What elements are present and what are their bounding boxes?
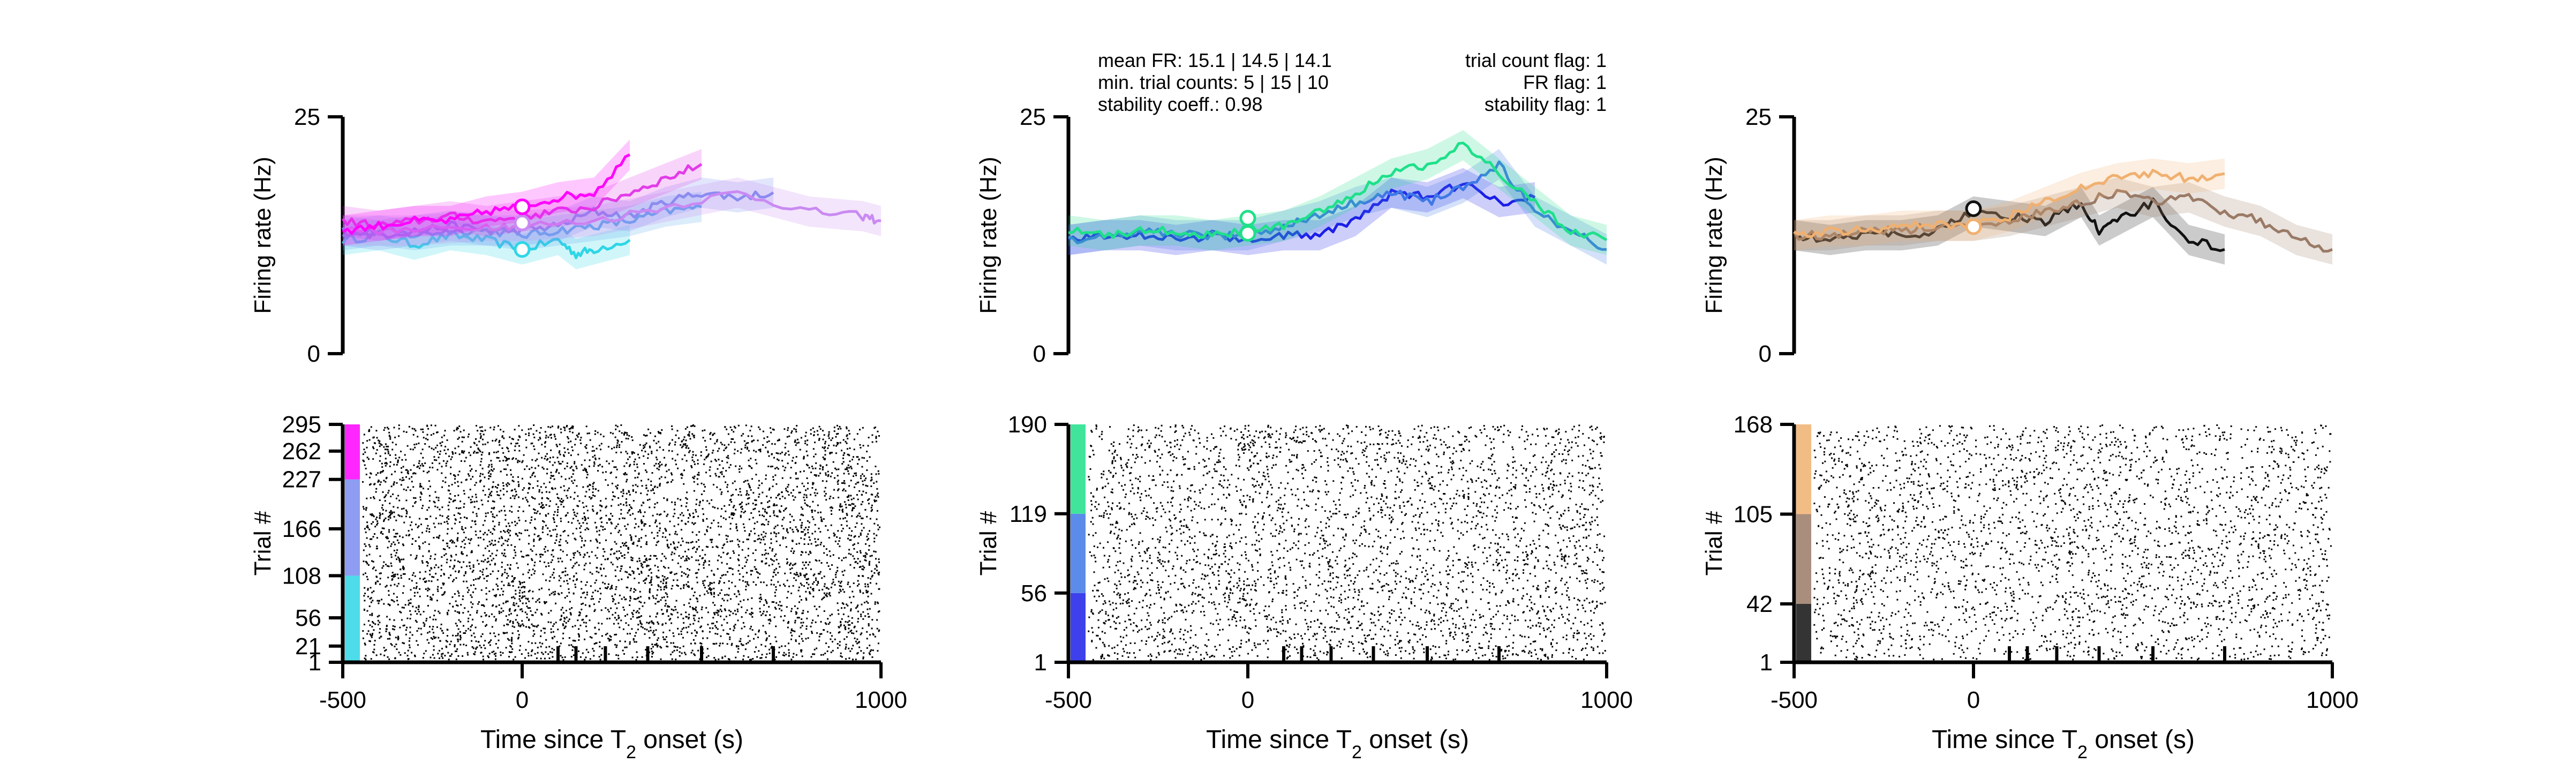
raster-y-tick-label: 119 xyxy=(1010,501,1047,527)
fr-y-tick-label: 0 xyxy=(1759,341,1772,367)
raster-x-tick-label: 1000 xyxy=(855,687,907,713)
fr-series-line xyxy=(342,190,882,236)
fr-error-band xyxy=(343,149,702,241)
fr-error-band xyxy=(1794,158,2225,251)
raster-condition-bar xyxy=(1796,603,1811,662)
raster-y-axis-label: Trial # xyxy=(975,511,1001,575)
raster-spikes xyxy=(1813,424,2332,661)
raster-y-tick-label: 227 xyxy=(282,467,321,493)
fr-y-tick-label: 25 xyxy=(1745,104,1772,130)
raster-x-axis-label: Time since T2 onset (s) xyxy=(1206,726,1469,762)
raster-condition-bar xyxy=(1071,513,1086,593)
fr-t2-marker xyxy=(1965,200,1982,217)
raster-x-tick-label: 0 xyxy=(516,687,529,713)
fr-y-tick-label: 25 xyxy=(1020,104,1046,130)
raster-y-tick-label: 42 xyxy=(1746,591,1773,617)
raster-y-tick-label: 262 xyxy=(282,438,321,465)
raster-condition-bar xyxy=(1796,424,1811,514)
fr-error-band xyxy=(343,177,773,251)
fr-t2-marker xyxy=(1965,218,1982,235)
stats-min-trial-counts: min. trial counts: 5 | 15 | 10 xyxy=(1098,71,1329,93)
raster-y-tick-label: 56 xyxy=(1021,580,1047,607)
stats-mean-fr: mean FR: 15.1 | 14.5 | 14.1 xyxy=(1098,49,1332,71)
raster-y-tick-label: 190 xyxy=(1008,412,1047,438)
raster-y-tick-label: 105 xyxy=(1734,501,1773,527)
raster-x-tick-label: 0 xyxy=(1241,687,1254,713)
fr-series-line xyxy=(1068,160,1607,251)
fr-y-axis-label: Firing rate (Hz) xyxy=(1701,156,1727,313)
fr-y-axis-label: Firing rate (Hz) xyxy=(975,156,1001,313)
fr-t2-marker xyxy=(514,198,531,215)
raster-spikes xyxy=(1088,424,1606,661)
fr-t2-marker xyxy=(514,214,531,231)
raster-x-tick-label: -500 xyxy=(1771,687,1818,713)
raster-x-tick-label: -500 xyxy=(1045,687,1092,713)
stats-annotation: mean FR: 15.1 | 14.5 | 14.1 min. trial c… xyxy=(1098,49,1607,115)
raster-y-axis-label: Trial # xyxy=(250,511,276,575)
fr-series-line xyxy=(342,204,702,240)
fr-y-tick-label: 0 xyxy=(1033,341,1046,367)
raster-y-tick-label: 21 xyxy=(295,633,321,660)
raster-y-tick-label: 168 xyxy=(1734,412,1773,438)
raster-spikes xyxy=(362,424,880,661)
fr-series-line xyxy=(1068,141,1608,242)
chart-panel-2: 0 25 Firing rate (Hz) 1 56 119 190 Trial # -500 0… xyxy=(975,104,1633,762)
raster-condition-bar xyxy=(345,424,360,480)
fr-series-line xyxy=(341,190,774,240)
fr-error-band xyxy=(1794,186,2225,265)
fr-t2-marker xyxy=(1239,210,1256,227)
raster-y-tick-label: 295 xyxy=(282,412,321,438)
raster-y-tick-label: 108 xyxy=(282,563,321,589)
raster-x-tick-label: 0 xyxy=(1967,687,1980,713)
fr-series-line xyxy=(341,230,631,259)
raster-x-axis-label: Time since T2 onset (s) xyxy=(480,726,743,762)
fr-y-tick-label: 0 xyxy=(307,341,320,367)
chart-panel-3: 0 25 Firing rate (Hz) 1 42 105 168 Trial # -500 0… xyxy=(1701,104,2359,762)
raster-y-tick-label: 166 xyxy=(282,516,321,542)
stats-stability-coeff: stability coeff.: 0.98 xyxy=(1098,93,1263,115)
fr-y-axis-label: Firing rate (Hz) xyxy=(250,156,276,313)
raster-x-tick-label: -500 xyxy=(319,687,366,713)
raster-condition-bar xyxy=(1796,514,1811,604)
raster-y-tick-label: 1 xyxy=(308,649,321,676)
raster-y-tick-label: 1 xyxy=(1034,649,1047,676)
fr-series-line xyxy=(1793,169,2225,238)
raster-y-tick-label: 56 xyxy=(295,605,321,631)
stats-trial-count-flag: trial count flag: 1 xyxy=(1465,49,1607,71)
raster-condition-bar xyxy=(1071,424,1086,514)
fr-y-tick-label: 25 xyxy=(294,104,320,130)
fr-t2-marker xyxy=(1239,225,1256,242)
fr-t2-marker xyxy=(514,241,531,258)
raster-condition-bar xyxy=(345,575,360,662)
fr-series-line xyxy=(342,153,631,235)
raster-x-axis-label: Time since T2 onset (s) xyxy=(1932,726,2195,762)
stats-stability-flag: stability flag: 1 xyxy=(1485,93,1607,115)
fr-error-band xyxy=(343,139,630,246)
raster-condition-bar xyxy=(345,479,360,576)
raster-y-tick-label: 1 xyxy=(1760,649,1773,676)
raster-x-tick-label: 1000 xyxy=(2306,687,2359,713)
raster-x-tick-label: 1000 xyxy=(1580,687,1633,713)
fr-series-line xyxy=(1794,197,2225,252)
raster-y-axis-label: Trial # xyxy=(1701,511,1727,575)
fr-error-band xyxy=(1068,130,1607,256)
stats-fr-flag: FR flag: 1 xyxy=(1523,71,1607,93)
fr-series-line xyxy=(1792,189,2333,253)
raster-condition-bar xyxy=(1071,593,1086,662)
